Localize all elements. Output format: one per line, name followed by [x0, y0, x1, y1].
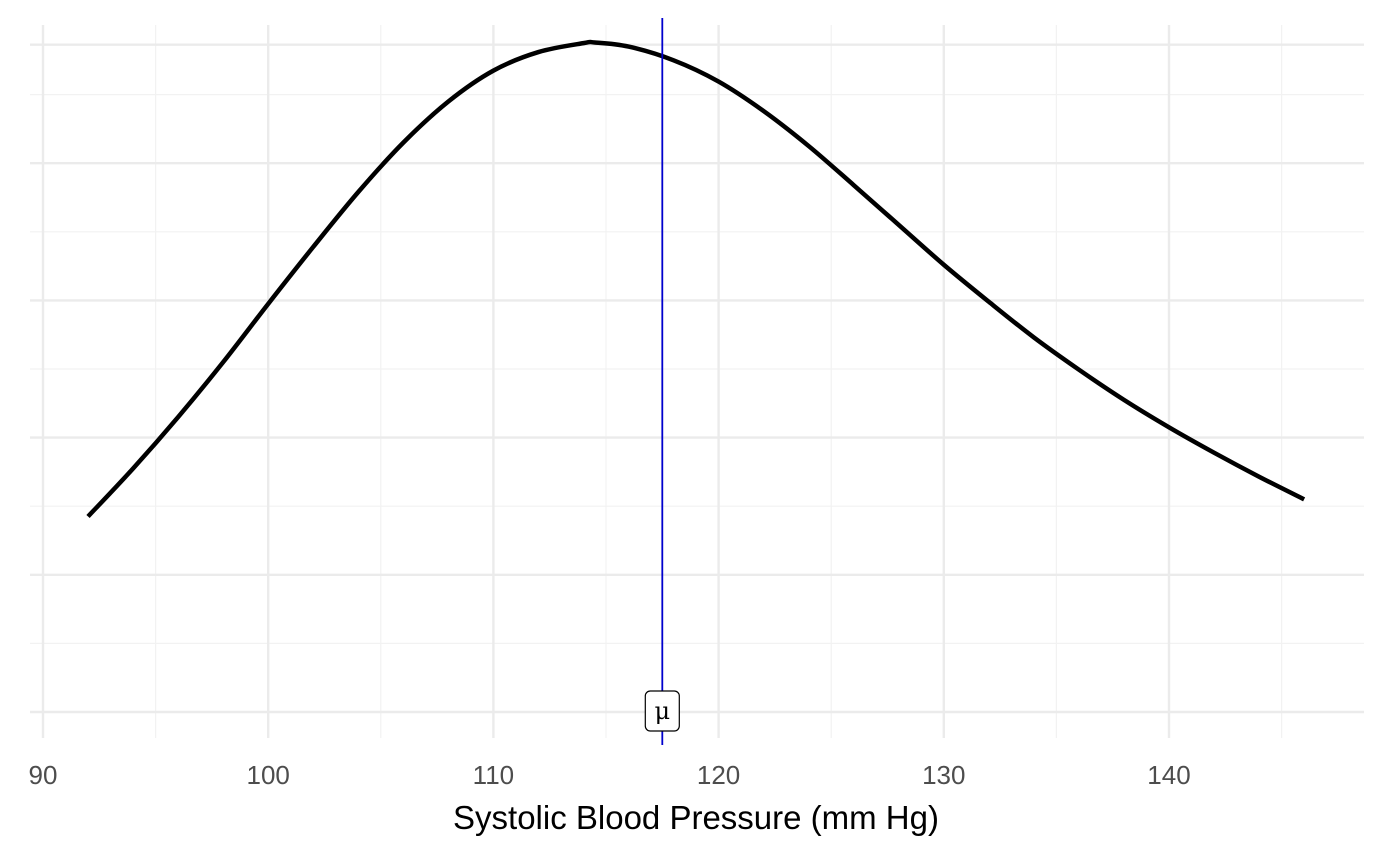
x-tick-label: 90 — [29, 760, 58, 790]
x-tick-label: 120 — [697, 760, 740, 790]
x-tick-label: 110 — [473, 760, 514, 790]
x-tick-label: 100 — [247, 760, 290, 790]
major-grid — [30, 25, 1364, 738]
annotation-layer: μ — [644, 18, 680, 745]
mean-label-box — [644, 690, 680, 732]
x-tick-label: 140 — [1147, 760, 1190, 790]
series-layer — [86, 39, 1306, 519]
minor-grid — [30, 25, 1364, 738]
x-axis-title: Systolic Blood Pressure (mm Hg) — [453, 799, 939, 836]
x-tick-labels: 90 100 110 120 130 140 — [29, 760, 1191, 790]
density-curve-0 — [86, 39, 1306, 519]
mean-label: μ — [654, 697, 670, 725]
x-tick-label: 130 — [922, 760, 965, 790]
